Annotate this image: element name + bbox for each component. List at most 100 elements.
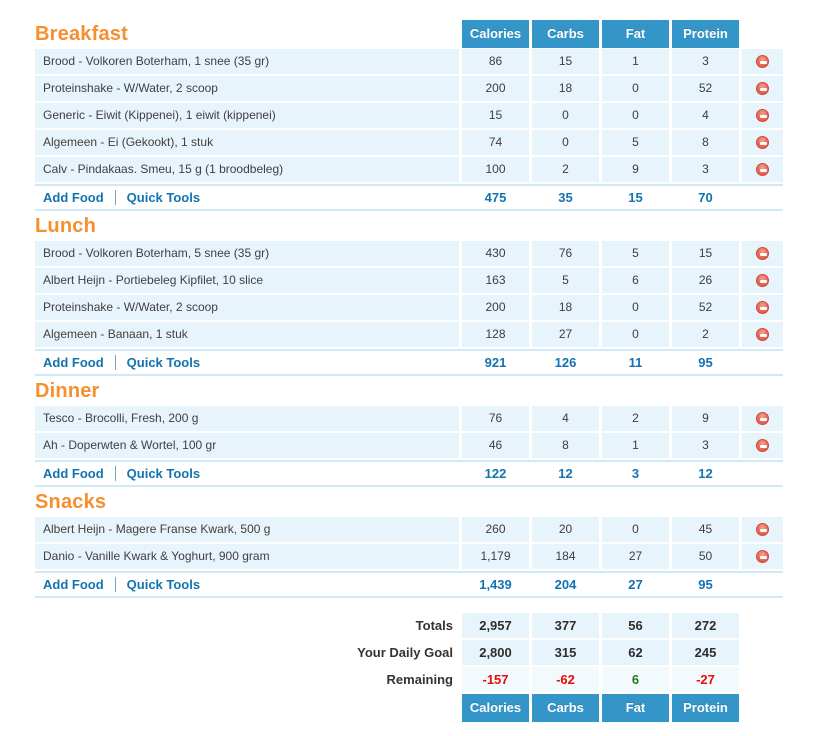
fat-value: 2 [602, 406, 669, 431]
delete-icon[interactable] [756, 163, 769, 176]
delete-icon[interactable] [756, 136, 769, 149]
calories-value: 200 [462, 295, 529, 320]
table-row: Danio - Vanille Kwark & Yoghurt, 900 gra… [35, 544, 783, 569]
protein-value: 50 [672, 544, 739, 569]
fat-value: 9 [602, 157, 669, 182]
goal-protein: 245 [672, 640, 739, 665]
meal-footer-row: Add Food Quick Tools 122 12 3 12 [35, 460, 783, 487]
meal-section-breakfast: Breakfast Calories Carbs Fat Protein Bro… [35, 19, 783, 211]
column-headers-top: Calories Carbs Fat Protein [459, 19, 783, 49]
quick-tools-link[interactable]: Quick Tools [126, 466, 201, 481]
add-food-link[interactable]: Add Food [43, 355, 104, 370]
add-food-link[interactable]: Add Food [43, 190, 104, 205]
totals-row: Totals 2,957 377 56 272 [35, 613, 783, 638]
table-row: Algemeen - Banaan, 1 stuk 128 27 0 2 [35, 322, 783, 347]
delete-icon[interactable] [756, 439, 769, 452]
delete-icon[interactable] [756, 82, 769, 95]
carbs-value: 5 [532, 268, 599, 293]
calories-value: 76 [462, 406, 529, 431]
protein-value: 15 [672, 241, 739, 266]
quick-tools-link[interactable]: Quick Tools [126, 577, 201, 592]
carbs-value: 184 [532, 544, 599, 569]
delete-cell-empty [742, 573, 783, 596]
carbs-value: 2 [532, 157, 599, 182]
column-headers-bottom: Calories Carbs Fat Protein [35, 694, 783, 722]
delete-cell [742, 517, 783, 542]
remaining-calories: -157 [462, 667, 529, 692]
food-name[interactable]: Danio - Vanille Kwark & Yoghurt, 900 gra… [35, 544, 459, 569]
meal-section-snacks: Snacks Albert Heijn - Magere Franse Kwar… [35, 487, 783, 598]
table-row: Generic - Eiwit (Kippenei), 1 eiwit (kip… [35, 103, 783, 128]
calories-value: 74 [462, 130, 529, 155]
food-name[interactable]: Brood - Volkoren Boterham, 1 snee (35 gr… [35, 49, 459, 74]
subtotal-protein: 70 [698, 190, 713, 205]
quick-tools-link[interactable]: Quick Tools [126, 190, 201, 205]
meal-title-dinner: Dinner [35, 380, 100, 402]
calories-value: 15 [462, 103, 529, 128]
protein-value: 3 [672, 433, 739, 458]
column-header-carbs: Carbs [532, 20, 599, 48]
food-name[interactable]: Tesco - Brocolli, Fresh, 200 g [35, 406, 459, 431]
fat-value: 5 [602, 130, 669, 155]
food-name[interactable]: Brood - Volkoren Boterham, 5 snee (35 gr… [35, 241, 459, 266]
subtotal-protein: 12 [698, 466, 713, 481]
carbs-value: 20 [532, 517, 599, 542]
table-row: Algemeen - Ei (Gekookt), 1 stuk 74 0 5 8 [35, 130, 783, 155]
link-separator [114, 466, 116, 481]
protein-value: 9 [672, 406, 739, 431]
protein-value: 52 [672, 295, 739, 320]
delete-icon[interactable] [756, 55, 769, 68]
food-name[interactable]: Proteinshake - W/Water, 2 scoop [35, 295, 459, 320]
fat-value: 6 [602, 268, 669, 293]
delete-icon[interactable] [756, 301, 769, 314]
delete-icon[interactable] [756, 247, 769, 260]
quick-tools-link[interactable]: Quick Tools [126, 355, 201, 370]
column-header-protein: Protein [672, 694, 739, 722]
subtotal-calories: 921 [484, 355, 507, 370]
totals-calories: 2,957 [462, 613, 529, 638]
subtotal-carbs: 35 [558, 190, 573, 205]
bottom-header-spacer [35, 694, 459, 719]
subtotal-calories: 122 [484, 466, 507, 481]
carbs-value: 18 [532, 76, 599, 101]
totals-protein: 272 [672, 613, 739, 638]
add-food-link[interactable]: Add Food [43, 466, 104, 481]
delete-icon[interactable] [756, 109, 769, 122]
protein-value: 52 [672, 76, 739, 101]
food-name[interactable]: Albert Heijn - Magere Franse Kwark, 500 … [35, 517, 459, 542]
food-name[interactable]: Calv - Pindakaas. Smeu, 15 g (1 broodbel… [35, 157, 459, 182]
totals-label: Totals [415, 618, 453, 633]
food-name[interactable]: Ah - Doperwten & Wortel, 100 gr [35, 433, 459, 458]
food-name[interactable]: Proteinshake - W/Water, 2 scoop [35, 76, 459, 101]
link-separator [114, 355, 116, 370]
delete-icon[interactable] [756, 274, 769, 287]
protein-value: 45 [672, 517, 739, 542]
delete-icon[interactable] [756, 412, 769, 425]
delete-cell [742, 268, 783, 293]
delete-cell-empty [742, 462, 783, 485]
calories-value: 430 [462, 241, 529, 266]
totals-carbs: 377 [532, 613, 599, 638]
food-name[interactable]: Algemeen - Banaan, 1 stuk [35, 322, 459, 347]
calories-value: 86 [462, 49, 529, 74]
protein-value: 3 [672, 49, 739, 74]
table-row: Proteinshake - W/Water, 2 scoop 200 18 0… [35, 76, 783, 101]
fat-value: 0 [602, 517, 669, 542]
remaining-fat: 6 [602, 667, 669, 692]
delete-cell-empty [742, 667, 783, 692]
food-name[interactable]: Generic - Eiwit (Kippenei), 1 eiwit (kip… [35, 103, 459, 128]
calories-value: 100 [462, 157, 529, 182]
column-header-carbs: Carbs [532, 694, 599, 722]
add-food-link[interactable]: Add Food [43, 577, 104, 592]
remaining-carbs: -62 [532, 667, 599, 692]
delete-icon[interactable] [756, 328, 769, 341]
meal-title-breakfast: Breakfast [35, 23, 128, 45]
delete-icon[interactable] [756, 523, 769, 536]
food-name[interactable]: Algemeen - Ei (Gekookt), 1 stuk [35, 130, 459, 155]
delete-cell [742, 130, 783, 155]
table-row: Proteinshake - W/Water, 2 scoop 200 18 0… [35, 295, 783, 320]
carbs-value: 18 [532, 295, 599, 320]
delete-icon[interactable] [756, 550, 769, 563]
food-name[interactable]: Albert Heijn - Portiebeleg Kipfilet, 10 … [35, 268, 459, 293]
daily-goal-row: Your Daily Goal 2,800 315 62 245 [35, 640, 783, 665]
